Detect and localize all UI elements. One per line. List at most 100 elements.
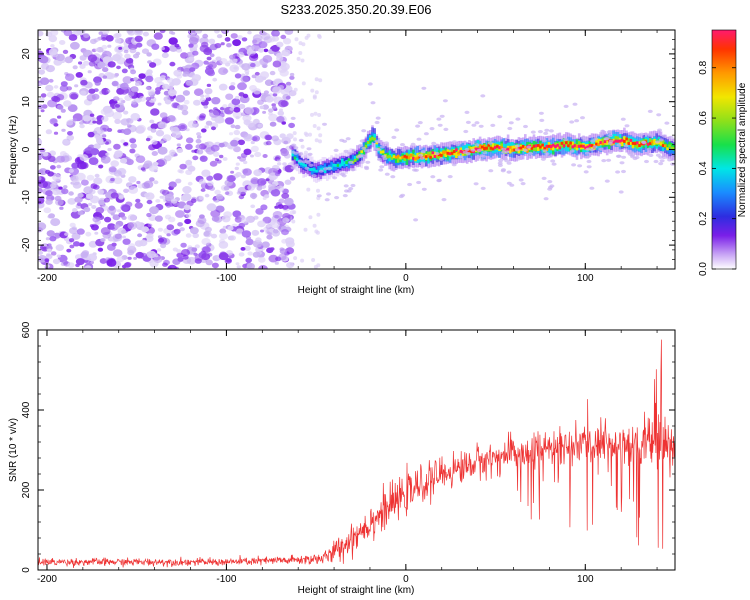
halo-blob xyxy=(441,198,447,202)
halo-blob xyxy=(586,159,592,164)
halo-blob xyxy=(400,143,405,147)
noise-blob xyxy=(86,174,95,181)
x-tick-label: -200 xyxy=(37,574,57,585)
noise-blob xyxy=(210,144,220,152)
noise-blob xyxy=(285,237,295,245)
ridge-cell xyxy=(504,148,508,152)
ridge-cell xyxy=(483,147,486,150)
noise-blob xyxy=(164,99,172,105)
noise-blob xyxy=(268,113,278,122)
halo-blob xyxy=(298,138,304,142)
ridge-cell xyxy=(422,155,426,159)
noise-blob xyxy=(272,93,278,97)
halo-blob xyxy=(359,160,365,164)
noise-blob xyxy=(151,139,158,145)
noise-blob xyxy=(46,91,55,98)
noise-blob xyxy=(104,109,115,118)
noise-blob xyxy=(282,204,289,210)
halo-blob xyxy=(367,82,373,86)
ridge-cell xyxy=(405,155,409,165)
noise-blob xyxy=(230,124,236,129)
ridge-cell xyxy=(537,143,540,147)
ridge-cell xyxy=(590,144,594,148)
noise-blob xyxy=(85,231,92,237)
noise-blob xyxy=(272,229,279,234)
noise-blob xyxy=(94,173,100,178)
noise-blob xyxy=(213,173,223,181)
halo-blob xyxy=(301,160,307,164)
halo-blob xyxy=(327,166,332,170)
halo-blob xyxy=(586,165,592,169)
noise-blob xyxy=(114,150,123,158)
noise-blob xyxy=(255,237,262,243)
noise-blob xyxy=(204,193,210,198)
halo-blob xyxy=(639,132,645,136)
ridge-cell xyxy=(450,151,454,155)
noise-blob xyxy=(308,215,313,220)
noise-blob xyxy=(53,85,59,89)
ridge-cell xyxy=(664,144,667,148)
halo-blob xyxy=(373,147,379,151)
noise-blob xyxy=(285,95,291,100)
noise-blob xyxy=(150,128,157,133)
noise-blob xyxy=(127,221,138,230)
noise-blob xyxy=(306,187,311,192)
noise-blob xyxy=(49,236,57,242)
noise-blob xyxy=(283,197,294,206)
halo-blob xyxy=(607,130,612,134)
x-tick-label: 100 xyxy=(577,273,594,284)
spectrogram-x-label: Height of straight line (km) xyxy=(298,285,415,296)
noise-blob xyxy=(310,88,315,93)
halo-blob xyxy=(384,172,390,176)
noise-blob xyxy=(241,217,249,224)
halo-blob xyxy=(481,154,487,158)
ridge-cell xyxy=(448,152,452,156)
ridge-cell xyxy=(321,167,325,171)
halo-blob xyxy=(501,147,507,151)
halo-blob xyxy=(520,182,526,186)
halo-blob xyxy=(370,101,376,105)
halo-blob xyxy=(420,150,426,154)
spectrogram-y-ticks: -20 -10 0 10 20 xyxy=(21,29,675,270)
ridge-cell xyxy=(558,146,562,150)
ridge-cell xyxy=(310,167,314,171)
noise-blob xyxy=(183,99,190,105)
ridge-cell xyxy=(552,144,555,151)
noise-blob xyxy=(187,120,197,128)
halo-blob xyxy=(429,127,435,131)
halo-blob xyxy=(347,151,353,155)
halo-blob xyxy=(473,182,479,186)
ridge-cell xyxy=(412,156,415,160)
noise-blob xyxy=(84,265,92,269)
halo-blob xyxy=(323,167,329,171)
ridge-cell xyxy=(616,139,620,143)
noise-blob xyxy=(235,162,240,166)
noise-blob xyxy=(159,123,165,128)
ridge-cell xyxy=(362,148,366,155)
halo-blob xyxy=(333,148,339,152)
noise-blob xyxy=(94,134,100,139)
noise-blob xyxy=(53,131,59,135)
halo-blob xyxy=(542,149,548,153)
noise-blob xyxy=(185,143,193,150)
noise-blob xyxy=(108,166,117,173)
ridge-cell xyxy=(631,141,635,145)
noise-blob xyxy=(55,53,65,62)
noise-blob xyxy=(61,188,69,195)
noise-blob xyxy=(207,181,214,187)
halo-blob xyxy=(601,159,607,163)
noise-blob xyxy=(210,209,221,218)
x-tick-label: -100 xyxy=(216,574,236,585)
noise-blob xyxy=(131,100,137,105)
noise-blob xyxy=(113,96,120,102)
halo-blob xyxy=(343,149,349,153)
noise-blob xyxy=(113,177,123,185)
halo-blob xyxy=(544,128,550,132)
halo-blob xyxy=(522,148,528,152)
halo-blob xyxy=(332,176,338,180)
ridge-cell xyxy=(444,151,447,157)
noise-blob xyxy=(170,126,180,134)
halo-blob xyxy=(308,163,314,167)
noise-blob xyxy=(62,49,69,55)
ridge-cell xyxy=(478,144,482,151)
